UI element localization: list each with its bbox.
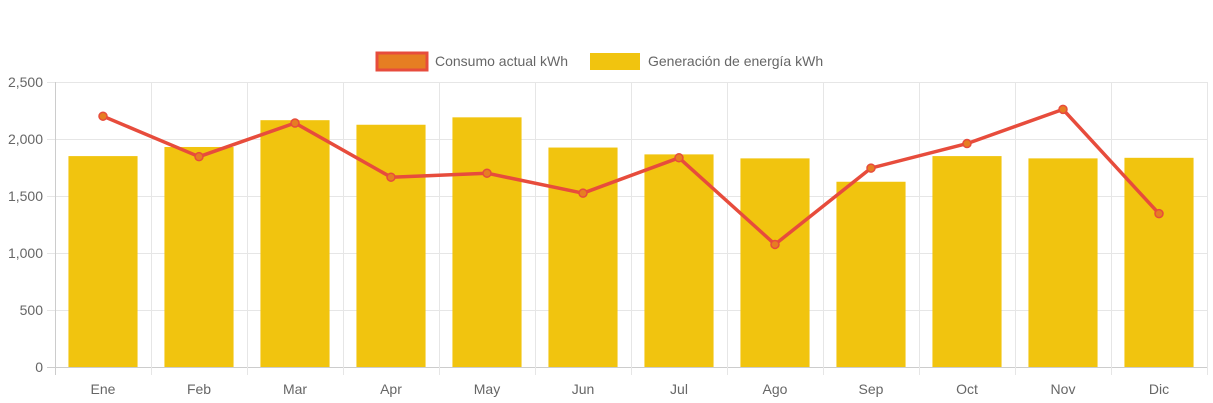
bar-oct[interactable] [932, 156, 1002, 367]
y-tick-label: 1,500 [8, 188, 43, 204]
point-feb[interactable] [194, 151, 204, 162]
x-tick-label: Nov [1051, 381, 1076, 397]
point-mar[interactable] [290, 118, 300, 128]
legend-item-generacion[interactable]: Generación de energía kWh [590, 53, 823, 70]
bar-mar[interactable] [260, 120, 330, 367]
x-tick-label: Sep [859, 381, 884, 397]
point-apr[interactable] [386, 172, 396, 182]
legend-swatch-generacion [590, 53, 640, 70]
x-tick-label: Mar [283, 381, 307, 397]
x-tick-label: Apr [380, 381, 402, 397]
consumo-line [101, 107, 1161, 247]
y-tick-label: 500 [20, 302, 44, 318]
point-sep[interactable] [866, 163, 876, 173]
x-tick-label: Dic [1149, 381, 1169, 397]
point-jul[interactable] [674, 153, 684, 163]
bar-jul[interactable] [644, 154, 714, 367]
point-nov[interactable] [1058, 104, 1068, 115]
legend-label-generacion: Generación de energía kWh [648, 53, 823, 69]
bar-jun[interactable] [548, 147, 618, 367]
point-oct[interactable] [962, 138, 972, 149]
x-tick-label: May [474, 381, 500, 397]
bar-feb[interactable] [164, 146, 234, 367]
point-ene[interactable] [98, 111, 108, 121]
y-tick-label: 1,000 [8, 245, 43, 261]
axes: 0 500 1,000 1,500 2,000 2,500 Ene Feb Mar Apr May J… [8, 74, 1169, 397]
y-tick-label: 2,000 [8, 131, 43, 147]
bar-may[interactable] [452, 117, 522, 367]
bar-series [68, 117, 1194, 367]
legend-swatch-consumo [375, 51, 429, 72]
point-dic[interactable] [1154, 208, 1164, 219]
y-tick-label: 2,500 [8, 74, 43, 90]
legend-item-consumo[interactable]: Consumo actual kWh [375, 51, 568, 72]
line-series [98, 104, 1164, 250]
x-tick-label: Ago [763, 381, 788, 397]
bar-ago[interactable] [740, 158, 810, 367]
bar-apr[interactable] [356, 124, 426, 367]
x-tick-label: Oct [956, 381, 978, 397]
legend: Consumo actual kWh Generación de energía… [375, 51, 823, 72]
legend-label-consumo: Consumo actual kWh [435, 53, 568, 69]
point-ago[interactable] [770, 239, 780, 250]
point-may[interactable] [482, 168, 492, 178]
point-jun[interactable] [578, 188, 588, 198]
y-tick-label: 0 [35, 359, 43, 375]
bar-sep[interactable] [836, 181, 906, 367]
bar-nov[interactable] [1028, 158, 1098, 367]
bar-dic[interactable] [1124, 157, 1194, 367]
x-tick-label: Jul [670, 381, 688, 397]
x-tick-label: Ene [91, 381, 116, 397]
bar-ene[interactable] [68, 156, 138, 367]
x-tick-label: Jun [572, 381, 595, 397]
grid [47, 82, 1208, 375]
x-tick-label: Feb [187, 381, 211, 397]
